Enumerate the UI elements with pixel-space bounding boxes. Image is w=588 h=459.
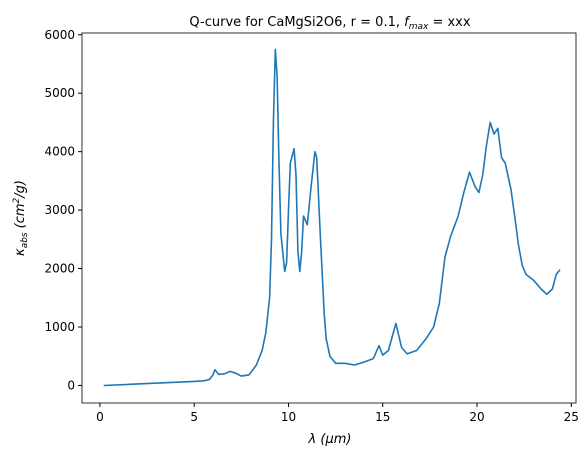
x-axis-label: λ (μm)	[308, 432, 352, 447]
y-tick-label: 2000	[44, 262, 75, 276]
title-text: Q-curve for CaMgSi2O6, r = 0.1,	[189, 15, 404, 30]
x-tick-label: 0	[96, 410, 104, 424]
ylabel-rest: /g)	[13, 180, 28, 199]
x-tick-label: 25	[564, 410, 579, 424]
title-symbol: f	[404, 15, 411, 30]
plot-frame	[81, 32, 577, 404]
y-tick-label: 5000	[44, 86, 75, 100]
data-line	[103, 48, 561, 387]
y-tick-label: 6000	[44, 28, 75, 42]
x-tick-label: 10	[281, 410, 296, 424]
x-tick-label: 5	[190, 410, 198, 424]
title-subscript: max	[409, 22, 429, 32]
ylabel-symbol: κ	[13, 248, 28, 256]
ylabel-unit: (cm	[13, 203, 28, 228]
y-axis-label: κabs (cm2/g)	[12, 180, 30, 256]
y-tick-label: 0	[67, 378, 75, 392]
ylabel-power: 2	[12, 197, 22, 203]
x-tick-label: 15	[375, 410, 390, 424]
title-suffix: = xxx	[428, 15, 471, 30]
x-tick-label: 20	[469, 410, 484, 424]
y-tick-label: 4000	[44, 145, 75, 159]
y-tick-label: 1000	[44, 320, 75, 334]
ylabel-subscript: abs	[20, 232, 30, 248]
y-tick-label: 3000	[44, 203, 75, 217]
chart-title: Q-curve for CaMgSi2O6, r = 0.1, fmax = x…	[189, 15, 470, 32]
